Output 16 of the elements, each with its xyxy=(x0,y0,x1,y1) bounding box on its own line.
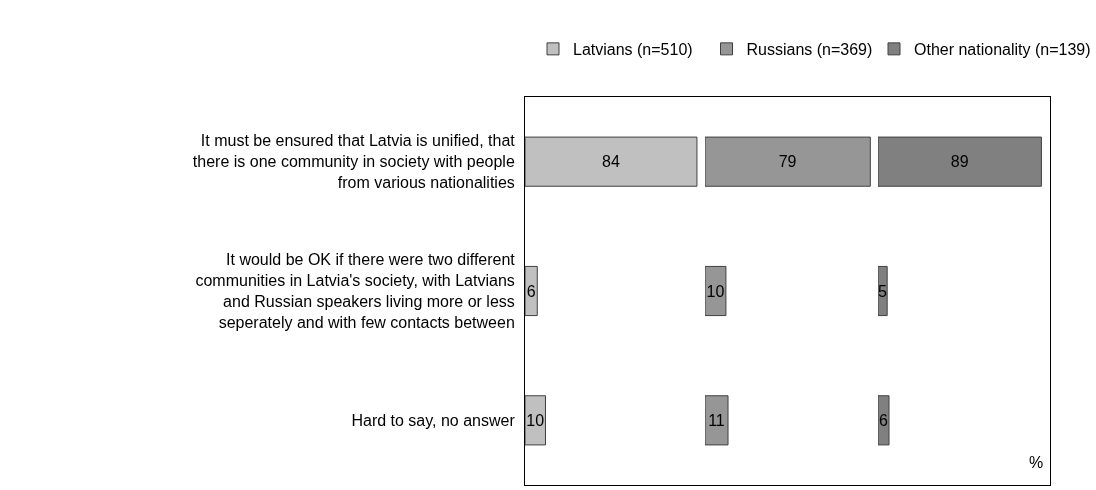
data-label: 6 xyxy=(879,411,889,429)
y-tick-label: It would be OK if there were two different communities in Latvia's society, with Latvians and Russian speakers living more or less seperately and with few contacts between xyxy=(195,251,516,331)
data-label: 89 xyxy=(950,153,969,171)
annotation: % xyxy=(1029,454,1044,471)
data-label: 79 xyxy=(778,153,797,171)
data-label: 10 xyxy=(526,411,545,429)
y-tick-label: It must be ensured that Latvia is unified, that there is one community in society with people from various nationalities xyxy=(192,132,516,192)
data-label: 6 xyxy=(526,282,536,300)
data-label: 5 xyxy=(878,282,888,300)
legend-label: Latvians (n=510) xyxy=(573,41,693,59)
y-tick-label: Hard to say, no answer xyxy=(351,411,516,429)
legend-label: Russians (n=369) xyxy=(746,41,873,59)
legend-label: Other nationality (n=139) xyxy=(914,41,1091,59)
data-label: 10 xyxy=(706,282,725,300)
data-label: 11 xyxy=(708,411,725,429)
data-label: 84 xyxy=(602,153,620,171)
